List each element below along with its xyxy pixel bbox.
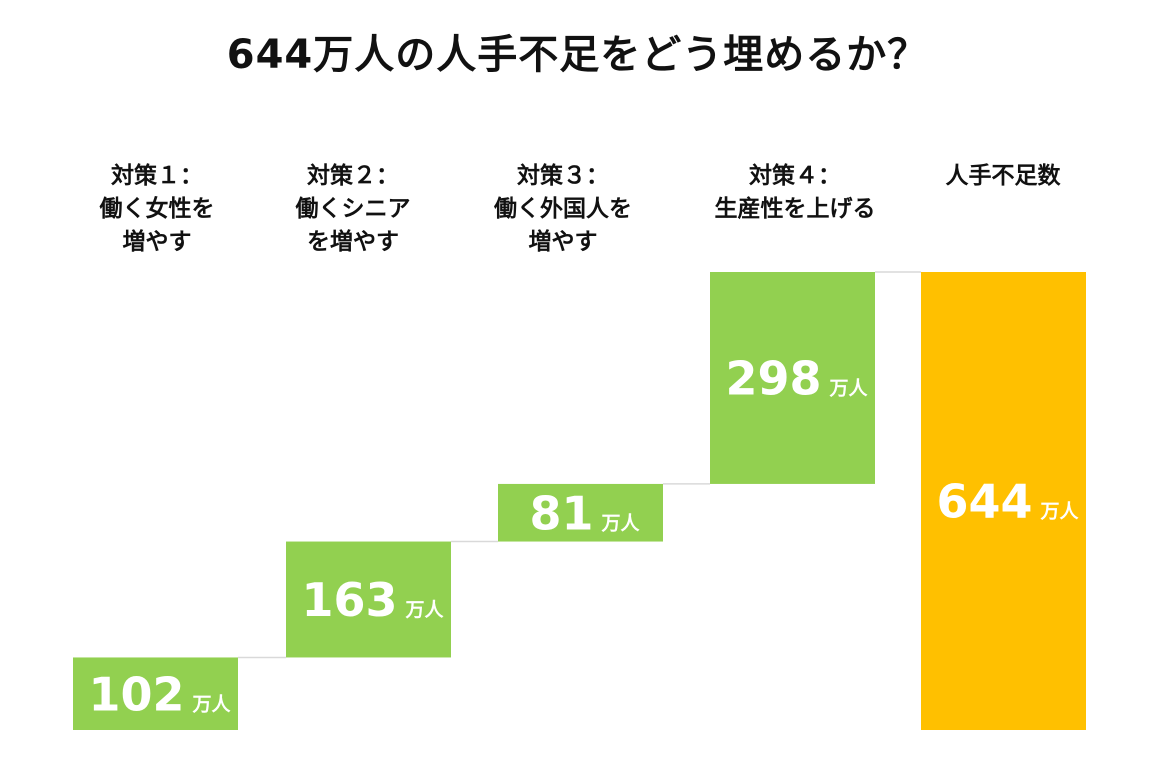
value-unit: 万人 (1040, 501, 1080, 523)
category-label-4: 対策４： 生産性を上げる (714, 163, 876, 222)
category-label-1: 対策１： 働く女性を 増やす (99, 163, 215, 255)
step-bar-2 (286, 541, 451, 658)
value-number: 298 (725, 352, 821, 406)
value-label-4: 298 万人 (725, 352, 868, 406)
value-label-2: 163 万人 (301, 573, 444, 627)
total-bar (921, 272, 1086, 730)
value-label-1: 102 万人 (88, 667, 231, 721)
value-number: 644 (936, 475, 1032, 529)
value-unit: 万人 (601, 512, 641, 534)
value-number: 163 (301, 573, 397, 627)
value-number: 102 (88, 667, 184, 721)
value-number: 81 (529, 486, 593, 540)
value-unit: 万人 (192, 693, 232, 715)
category-label-total: 人手不足数 (945, 163, 1061, 189)
value-unit: 万人 (405, 599, 445, 621)
step-bar-4 (710, 272, 875, 484)
step-bar-3 (498, 483, 663, 542)
value-label-total: 644 万人 (936, 475, 1079, 529)
category-label-3: 対策３： 働く外国人を 増やす (494, 163, 632, 255)
step-bar-1 (73, 657, 238, 730)
value-label-3: 81 万人 (529, 486, 640, 540)
chart-title: 644万人の人手不足をどう埋めるか？ (226, 32, 929, 78)
value-unit: 万人 (829, 378, 869, 400)
category-label-2: 対策２： 働くシニア を増やす (295, 163, 411, 255)
